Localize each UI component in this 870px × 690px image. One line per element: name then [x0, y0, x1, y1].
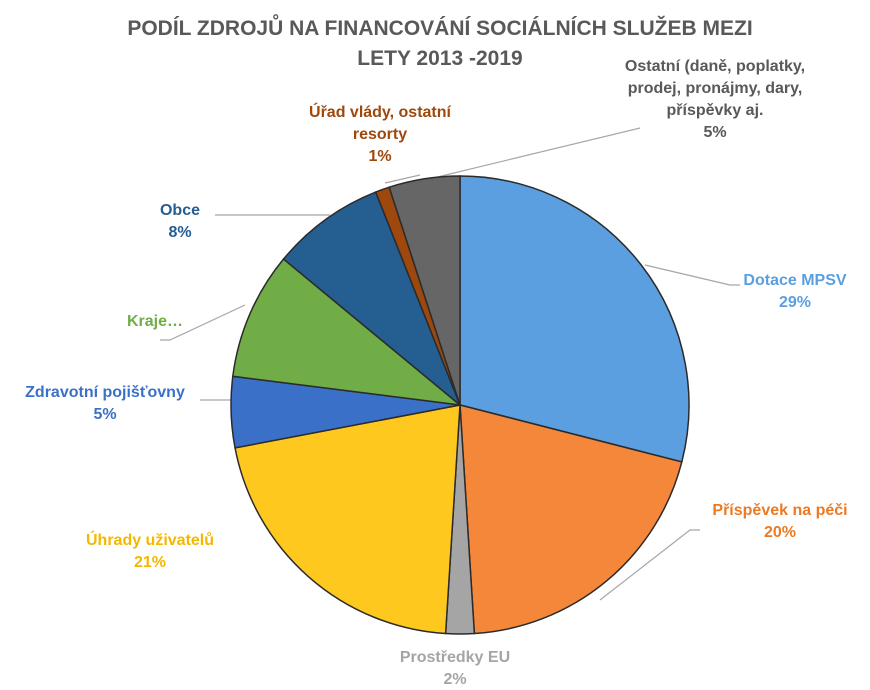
pie-slice — [234, 404, 461, 635]
value-label: 1% — [368, 148, 392, 165]
value-label: 21% — [133, 554, 167, 571]
value-label: 2% — [443, 671, 467, 688]
leader-line — [384, 174, 421, 184]
slice-label: Prostředky EU 2% — [360, 647, 550, 690]
pie-slice — [459, 404, 683, 635]
slice-label: Příspěvek na péči 20% — [690, 500, 870, 544]
leader-line — [424, 127, 641, 181]
category-label: Příspěvek na péči — [712, 502, 848, 519]
category-label: Ostatní (daně, poplatky, prodej, pronájm… — [624, 58, 806, 119]
leader-line — [160, 304, 246, 341]
chart-title: PODÍL ZDROJŮ NA FINANCOVÁNÍ SOCIÁLNÍCH S… — [127, 17, 753, 70]
category-label: Zdravotní pojišťovny — [25, 384, 185, 401]
leader-line — [599, 529, 700, 601]
slice-label: Úřad vlády, ostatní resorty 1% — [280, 102, 480, 168]
category-label: Prostředky EU — [399, 649, 511, 666]
pie-slice — [388, 175, 461, 406]
pie-slice — [282, 191, 461, 406]
value-label: 20% — [763, 524, 797, 541]
category-label: Kraje… — [126, 313, 184, 330]
slice-label: Obce 8% — [130, 200, 230, 244]
value-label: 8% — [168, 224, 192, 241]
leader-lines — [160, 127, 740, 601]
pie-slice — [231, 257, 463, 407]
slice-label: Kraje… — [100, 311, 210, 333]
slice-label: Ostatní (daně, poplatky, prodej, pronájm… — [620, 56, 810, 144]
category-label: Úhrady uživatelů — [85, 532, 215, 549]
leader-line — [644, 264, 740, 286]
slice-label: Úhrady uživatelů 21% — [50, 530, 250, 574]
slice-label: Dotace MPSV 29% — [720, 270, 870, 314]
slice-label: Zdravotní pojišťovny 5% — [0, 382, 210, 426]
category-label: Úřad vlády, ostatní resorty — [309, 104, 451, 143]
value-label: 5% — [93, 406, 117, 423]
category-label: Obce — [159, 202, 200, 219]
pie-slice — [459, 175, 690, 463]
value-label: 5% — [703, 124, 727, 141]
category-label: Dotace MPSV — [743, 272, 847, 289]
value-label: 29% — [778, 294, 812, 311]
